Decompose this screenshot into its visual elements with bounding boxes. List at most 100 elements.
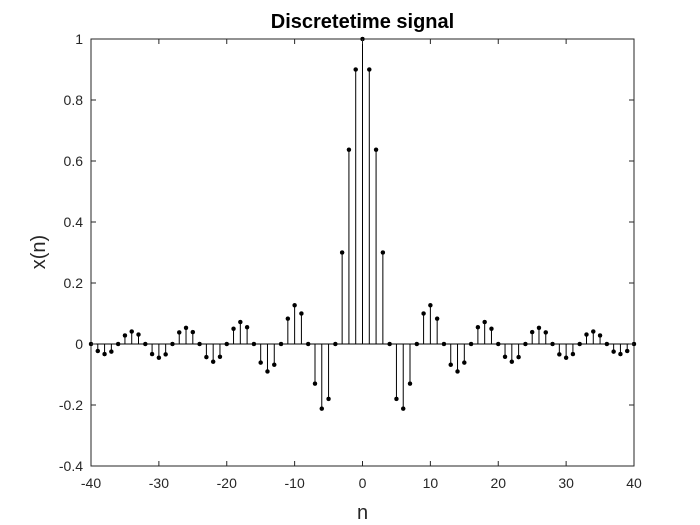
stem-marker bbox=[285, 316, 291, 321]
y-tick-label: 0.4 bbox=[64, 214, 84, 230]
x-tick-label: -10 bbox=[285, 475, 305, 491]
stem-marker bbox=[407, 381, 413, 386]
stem-marker bbox=[312, 381, 318, 386]
stem-marker bbox=[509, 359, 515, 364]
stem-marker bbox=[604, 341, 610, 347]
y-tick-label: -0.2 bbox=[59, 397, 83, 413]
chart-title: Discretetime signal bbox=[271, 11, 454, 33]
stem-marker bbox=[258, 360, 263, 365]
stem-marker bbox=[102, 351, 107, 357]
stem-marker bbox=[489, 326, 494, 331]
stem-marker bbox=[136, 332, 141, 337]
stem-marker bbox=[292, 303, 297, 308]
y-tick-label: 0.2 bbox=[64, 275, 84, 291]
x-tick-label: 30 bbox=[558, 475, 574, 491]
stem-marker bbox=[149, 351, 155, 357]
x-tick-label: -30 bbox=[149, 475, 169, 491]
stem-marker bbox=[584, 332, 589, 337]
x-tick-label: 20 bbox=[490, 475, 506, 491]
y-tick-label: 1 bbox=[75, 31, 83, 47]
stem-marker bbox=[210, 359, 216, 364]
stem-marker bbox=[183, 325, 189, 331]
stem-marker bbox=[238, 319, 243, 325]
stem-marker bbox=[414, 341, 420, 347]
x-tick-label: -20 bbox=[217, 475, 237, 491]
stem-marker bbox=[516, 354, 521, 360]
stem-marker bbox=[482, 319, 487, 325]
y-axis-label: x(n) bbox=[28, 235, 50, 269]
stem-marker bbox=[224, 341, 229, 347]
stem-marker bbox=[115, 341, 121, 347]
stem-marker bbox=[455, 369, 460, 374]
stem-marker bbox=[475, 324, 481, 330]
x-ticks-group: -40 -30 -20 -10 0 10 20 30 40 bbox=[81, 39, 642, 491]
x-tick-label: 0 bbox=[359, 475, 367, 491]
stem-marker bbox=[251, 341, 257, 347]
stem-marker bbox=[570, 351, 576, 357]
stem-marker bbox=[176, 330, 182, 335]
stem-marker bbox=[434, 316, 440, 321]
stem-marker bbox=[346, 147, 352, 152]
stem-marker bbox=[597, 333, 603, 338]
stem-marker bbox=[156, 355, 162, 360]
stem-marker bbox=[624, 348, 630, 354]
stem-marker bbox=[550, 341, 555, 347]
stem-marker bbox=[272, 362, 277, 367]
stem-marker bbox=[563, 355, 569, 360]
y-tick-label: 0.6 bbox=[64, 153, 84, 169]
y-tick-label: 0 bbox=[75, 336, 83, 352]
x-tick-label: -40 bbox=[81, 475, 101, 491]
stem-marker bbox=[462, 360, 467, 365]
stem-marker bbox=[367, 67, 372, 72]
stem-marker bbox=[333, 341, 338, 347]
stem-marker bbox=[265, 369, 270, 374]
x-axis-label: n bbox=[357, 502, 368, 524]
stem-marker bbox=[536, 325, 542, 331]
stem-marker bbox=[591, 329, 596, 334]
stem-marker bbox=[163, 352, 168, 357]
x-tick-label: 40 bbox=[626, 475, 642, 491]
stem-marker bbox=[299, 311, 304, 316]
stem-marker bbox=[95, 348, 101, 354]
stem-marker bbox=[197, 341, 202, 347]
stem-marker bbox=[373, 147, 379, 152]
stem-marker bbox=[326, 396, 331, 402]
stem-marker bbox=[400, 406, 406, 411]
stem-marker bbox=[441, 341, 447, 347]
stem-marker bbox=[129, 329, 134, 334]
stem-marker bbox=[143, 341, 148, 347]
stem-marker bbox=[448, 362, 453, 367]
stem-marker bbox=[421, 311, 426, 316]
stem-marker bbox=[109, 349, 114, 354]
stem-marker bbox=[217, 354, 223, 360]
y-tick-label: 0.8 bbox=[64, 92, 84, 108]
stem-marker bbox=[387, 341, 392, 347]
stem-marker bbox=[523, 341, 528, 347]
stem-marker bbox=[244, 324, 250, 330]
stem-marker bbox=[204, 354, 209, 360]
stem-marker bbox=[231, 326, 236, 331]
stem-marker bbox=[529, 329, 535, 335]
stems-group bbox=[88, 36, 637, 411]
stem-marker bbox=[428, 303, 433, 308]
stem-marker bbox=[611, 349, 616, 354]
stem-marker bbox=[557, 352, 562, 357]
stem-marker bbox=[468, 341, 474, 347]
stem-marker bbox=[353, 67, 358, 72]
stem-marker bbox=[502, 354, 508, 360]
stem-marker bbox=[380, 250, 386, 255]
stem-marker bbox=[278, 341, 284, 347]
x-tick-label: 10 bbox=[423, 475, 439, 491]
stem-marker bbox=[190, 329, 196, 335]
y-tick-label: -0.4 bbox=[59, 458, 83, 474]
stem-marker bbox=[577, 341, 582, 347]
stem-marker bbox=[394, 396, 399, 402]
stem-marker bbox=[319, 406, 325, 411]
stem-marker bbox=[496, 341, 501, 347]
stem-marker bbox=[122, 333, 128, 338]
stem-marker bbox=[170, 341, 175, 347]
stem-marker bbox=[305, 341, 311, 347]
stem-marker bbox=[618, 351, 623, 357]
stem-marker bbox=[543, 330, 549, 335]
